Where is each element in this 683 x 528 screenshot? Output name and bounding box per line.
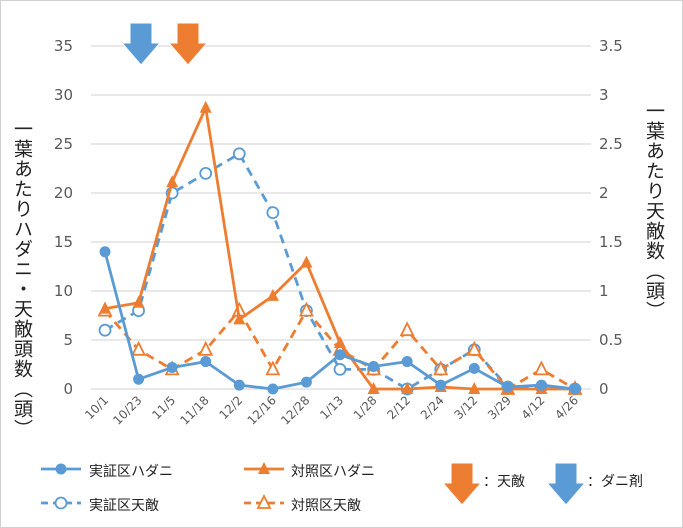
data-point (166, 175, 179, 188)
x-tick: 11/5 (149, 393, 178, 422)
data-point (132, 295, 145, 308)
data-point (198, 340, 214, 356)
x-tick: 2/24 (418, 393, 447, 422)
data-point (233, 312, 246, 325)
data-point (435, 379, 447, 391)
data-point (233, 379, 245, 391)
data-point (256, 493, 272, 509)
data-point (265, 360, 281, 376)
y-tick-right: 3 (599, 86, 609, 104)
data-point (232, 147, 246, 161)
data-point (502, 381, 514, 393)
data-point (266, 288, 279, 301)
y-tick-left: 25 (54, 135, 73, 153)
data-point (54, 496, 68, 510)
x-tick: 4/26 (552, 393, 581, 422)
x-tick: 1/13 (317, 393, 346, 422)
y-axis-left-label: 一葉あたりハダニ・天敵頭数（頭） (11, 119, 33, 439)
y-axis-right-label: 一葉あたり天敵数（頭） (643, 101, 665, 321)
data-point (266, 206, 280, 220)
data-point (433, 360, 449, 376)
y-tick-right: 1 (599, 282, 609, 300)
y-tick-right: 2 (599, 184, 609, 202)
data-point (334, 349, 346, 361)
data-point (133, 373, 145, 385)
x-tick: 12/28 (278, 393, 312, 427)
x-tick: 3/12 (451, 393, 480, 422)
y-tick-right: 0.5 (599, 331, 623, 349)
data-point (200, 356, 212, 368)
data-point (401, 356, 413, 368)
x-tick: 12/16 (245, 393, 279, 427)
y-tick-right: 0 (599, 380, 609, 398)
data-point (199, 100, 212, 113)
legend-label-1: 実証区ハダニ (89, 464, 173, 480)
data-point (55, 463, 67, 475)
y-tick-left: 10 (54, 282, 73, 300)
natural-enemy-arrow-icon (167, 22, 209, 66)
legend-acaricide-arrow-icon (545, 462, 587, 506)
data-point (334, 335, 346, 348)
series-0 (99, 246, 581, 395)
x-tick: 3/29 (485, 393, 514, 422)
data-point (99, 301, 111, 314)
data-point (300, 376, 312, 388)
legend-natural-enemy-arrow-icon (441, 462, 483, 506)
data-point (199, 166, 213, 180)
data-point (258, 462, 270, 474)
data-point (368, 360, 380, 372)
annotation-label-natural-enemy: ：天敵 (483, 474, 525, 490)
x-tick: 11/18 (177, 393, 211, 427)
x-tick: 1/28 (351, 393, 380, 422)
data-point (466, 340, 482, 356)
legend-label-4: 対照区天敵 (291, 498, 361, 514)
y-tick-right: 3.5 (599, 37, 623, 55)
legend-swatch-0 (41, 463, 81, 475)
series-line (104, 151, 576, 391)
y-tick-left: 35 (54, 37, 73, 55)
y-tick-right: 2.5 (599, 135, 623, 153)
data-point (166, 361, 178, 373)
data-point (569, 383, 581, 395)
annotation-label-acaricide: ：ダニ剤 (587, 474, 643, 490)
y-tick-left: 0 (63, 380, 73, 398)
data-point (401, 382, 414, 394)
data-point (98, 323, 112, 337)
x-tick: 2/12 (384, 393, 413, 422)
data-point (131, 340, 147, 356)
data-point (535, 379, 547, 391)
y-tick-left: 15 (54, 233, 73, 251)
y-tick-left: 20 (54, 184, 73, 202)
legend-swatch-1 (244, 462, 284, 474)
y-tick-left: 30 (54, 86, 73, 104)
legend-swatch-3 (244, 493, 284, 509)
legend-label-3: 実証区天敵 (89, 498, 159, 514)
series-3 (97, 301, 583, 395)
y-tick-left: 5 (63, 331, 73, 349)
data-point (99, 246, 111, 258)
x-tick: 12/2 (216, 393, 245, 422)
legend-label-2: 対照区ハダニ (291, 464, 375, 480)
x-tick: 4/12 (519, 393, 548, 422)
y-tick-right: 1.5 (599, 233, 623, 251)
data-point (399, 321, 415, 337)
data-point (333, 362, 347, 376)
x-tick: 10/23 (110, 393, 144, 427)
legend-swatch-2 (41, 496, 81, 510)
acaricide-arrow-icon (120, 22, 162, 66)
data-point (533, 360, 549, 376)
x-tick: 10/1 (82, 393, 111, 422)
data-point (468, 362, 480, 374)
data-point (298, 301, 314, 317)
data-point (267, 383, 279, 395)
data-point (468, 382, 481, 394)
data-point (300, 255, 313, 268)
data-point (367, 382, 380, 394)
